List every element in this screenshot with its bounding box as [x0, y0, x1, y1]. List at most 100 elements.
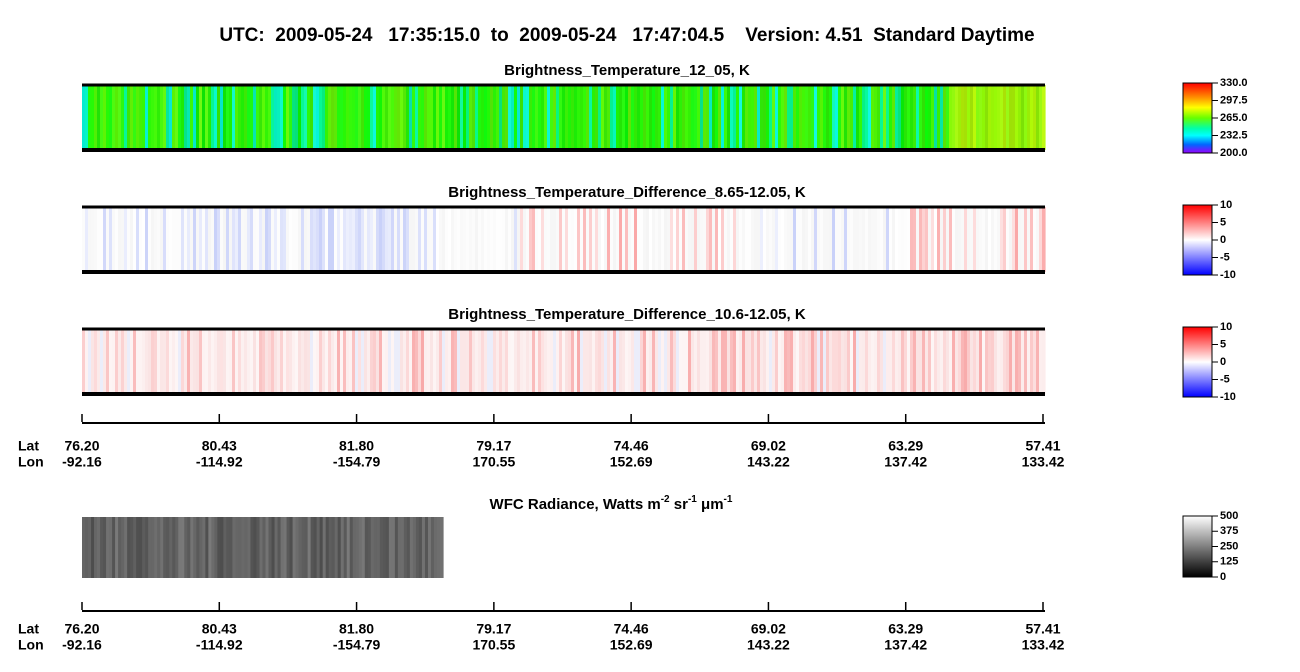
image-stripe: [895, 329, 899, 394]
lon-value: -92.16: [62, 454, 102, 470]
image-stripe: [733, 207, 737, 272]
image-stripe: [418, 207, 422, 272]
image-stripe: [634, 329, 638, 394]
image-stripe: [625, 329, 629, 394]
image-stripe: [901, 329, 905, 394]
image-stripe: [667, 329, 671, 394]
image-stripe: [466, 329, 470, 394]
image-stripe: [802, 207, 806, 272]
lat-value: 57.41: [1025, 621, 1060, 637]
image-stripe: [781, 207, 785, 272]
image-stripe: [508, 329, 512, 394]
image-stripe: [424, 329, 428, 394]
image-stripe: [304, 207, 308, 272]
image-stripe: [364, 207, 368, 272]
image-stripe: [157, 207, 161, 272]
image-stripe: [448, 207, 452, 272]
colorbar-label: 250: [1220, 540, 1238, 552]
image-stripe: [214, 207, 218, 272]
image-stripe: [139, 517, 143, 578]
image-stripe: [178, 329, 182, 394]
image-stripe: [475, 85, 479, 150]
image-stripe: [526, 207, 530, 272]
image-stripe: [853, 329, 857, 394]
image-stripe: [181, 517, 185, 578]
image-stripe: [637, 207, 641, 272]
image-stripe: [223, 207, 227, 272]
image-stripe: [256, 207, 260, 272]
image-stripe: [184, 85, 188, 150]
image-stripe: [598, 85, 602, 150]
image-stripe: [343, 329, 347, 394]
colorbar-label: -5: [1220, 373, 1230, 385]
image-stripe: [1030, 207, 1034, 272]
image-stripe: [208, 85, 212, 150]
image-stripe: [688, 207, 692, 272]
image-stripe: [352, 329, 356, 394]
image-stripe: [730, 207, 734, 272]
image-stripe: [82, 329, 86, 394]
image-stripe: [580, 207, 584, 272]
image-stripe: [781, 85, 785, 150]
image-stripe: [328, 329, 332, 394]
image-stripe: [928, 85, 932, 150]
image-stripe: [256, 517, 261, 578]
image-stripe: [130, 517, 134, 578]
image-stripe: [82, 85, 86, 150]
colorbar-label: 0: [1220, 571, 1226, 583]
image-stripe: [211, 329, 215, 394]
image-stripe: [559, 207, 563, 272]
image-stripe: [127, 517, 131, 578]
image-stripe: [370, 329, 374, 394]
image-stripe: [367, 517, 372, 578]
image-stripe: [94, 85, 98, 150]
image-stripe: [985, 207, 989, 272]
image-stripe: [1036, 329, 1040, 394]
image-stripe: [646, 329, 650, 394]
image-stripe: [427, 207, 431, 272]
image-stripe: [565, 85, 569, 150]
image-stripe: [457, 329, 461, 394]
image-stripe: [247, 85, 251, 150]
image-stripe: [1003, 207, 1007, 272]
image-stripe: [616, 329, 620, 394]
image-stripe: [187, 517, 191, 578]
image-stripe: [208, 517, 212, 578]
image-stripe: [211, 85, 215, 150]
image-stripe: [409, 517, 414, 578]
image-stripe: [622, 207, 626, 272]
image-stripe: [202, 329, 206, 394]
image-stripe: [604, 85, 608, 150]
image-stripe: [226, 329, 230, 394]
image-stripe: [664, 85, 668, 150]
image-stripe: [538, 85, 542, 150]
image-stripe: [388, 517, 393, 578]
image-stripe: [394, 207, 398, 272]
image-stripe: [352, 85, 356, 150]
image-stripe: [382, 517, 387, 578]
image-stripe: [457, 207, 461, 272]
image-stripe: [307, 517, 312, 578]
image-stripe: [676, 207, 680, 272]
image-stripe: [214, 517, 218, 578]
image-stripe: [364, 85, 368, 150]
image-stripe: [172, 329, 176, 394]
image-stripe: [745, 85, 749, 150]
lat-value: 63.29: [888, 438, 923, 454]
image-stripe: [358, 517, 363, 578]
image-stripe: [598, 329, 602, 394]
image-stripe: [526, 85, 530, 150]
image-stripe: [1039, 85, 1043, 150]
image-stripe: [694, 85, 698, 150]
panel-title: Brightness_Temperature_12_05, K: [504, 62, 750, 79]
image-stripe: [640, 329, 644, 394]
image-stripe: [754, 207, 758, 272]
image-stripe: [604, 207, 608, 272]
image-stripe: [898, 329, 902, 394]
image-stripe: [340, 517, 345, 578]
image-stripe: [682, 329, 686, 394]
image-stripe: [109, 517, 113, 578]
image-stripe: [1006, 207, 1010, 272]
image-stripe: [118, 85, 122, 150]
image-stripe: [460, 329, 464, 394]
